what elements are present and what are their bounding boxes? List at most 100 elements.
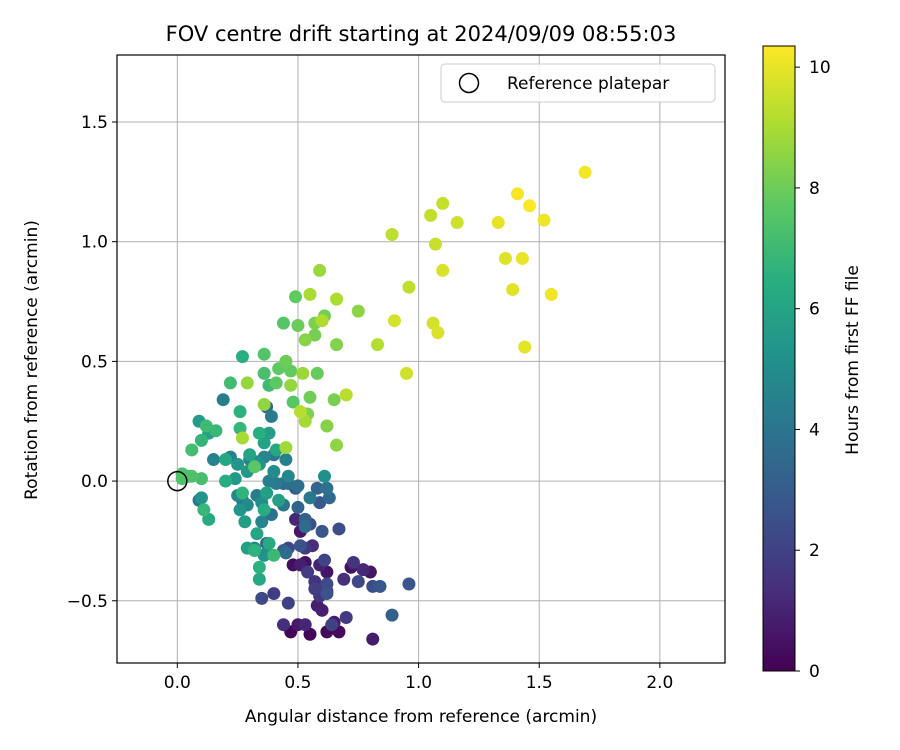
- scatter-point: [544, 287, 558, 301]
- scatter-point: [257, 503, 271, 517]
- scatter-point: [255, 515, 269, 529]
- colorbar-tick-label: 2: [809, 541, 820, 561]
- scatter-point: [269, 376, 283, 390]
- scatter-point: [491, 216, 505, 230]
- scatter-point: [276, 618, 290, 632]
- scatter-point: [303, 627, 317, 641]
- y-axis-ticks: −0.5 0.0 0.5 1.0 1.5: [67, 113, 117, 612]
- scatter-point: [289, 290, 303, 304]
- colorbar-tick-label: 8: [809, 179, 820, 199]
- y-tick-label: 1.5: [81, 113, 108, 133]
- legend-box: [440, 63, 716, 103]
- scatter-point: [298, 333, 312, 347]
- scatter-point: [233, 503, 247, 517]
- x-tick-label: 1.0: [405, 673, 432, 693]
- scatter-point: [320, 419, 334, 433]
- scatter-point: [238, 515, 252, 529]
- scatter-point: [248, 460, 262, 474]
- y-tick-label: −0.5: [67, 592, 108, 612]
- scatter-point: [523, 199, 537, 213]
- scatter-point: [320, 481, 334, 495]
- scatter-point: [252, 426, 266, 440]
- scatter-point: [257, 548, 271, 562]
- scatter-point: [402, 280, 416, 294]
- scatter-point: [511, 187, 525, 201]
- x-tick-label: 0.0: [164, 673, 191, 693]
- scatter-point: [426, 316, 440, 330]
- scatter-point: [301, 565, 315, 579]
- scatter-point: [235, 431, 249, 445]
- scatter-point: [339, 388, 353, 402]
- scatter-point: [267, 465, 281, 479]
- x-axis-ticks: 0.0 0.5 1.0 1.5 2.0: [164, 663, 673, 693]
- scatter-point: [436, 196, 450, 210]
- scatter-point: [279, 453, 293, 467]
- scatter-point: [291, 479, 305, 493]
- scatter-point: [402, 577, 416, 591]
- colorbar-tick-label: 6: [809, 300, 820, 320]
- scatter-point: [436, 263, 450, 277]
- scatter-point: [279, 354, 293, 368]
- scatter-point: [298, 520, 312, 534]
- scatter-point: [296, 366, 310, 380]
- scatter-point: [252, 572, 266, 586]
- scatter-point: [428, 237, 442, 251]
- scatter-point: [313, 496, 327, 510]
- scatter-point: [231, 457, 245, 471]
- scatter-point: [537, 213, 551, 227]
- colorbar: 0 2 4 6 8 10 Hours from first FF file: [762, 45, 863, 682]
- scatter-point: [223, 376, 237, 390]
- colorbar-label: Hours from first FF file: [843, 265, 863, 455]
- scatter-point: [308, 328, 322, 342]
- scatter-point: [310, 481, 324, 495]
- x-tick-label: 2.0: [646, 673, 673, 693]
- scatter-point: [498, 251, 512, 265]
- scatter-point: [257, 436, 271, 450]
- scatter-point: [332, 522, 346, 536]
- scatter-point: [330, 292, 344, 306]
- scatter-point: [284, 378, 298, 392]
- scatter-point: [578, 165, 592, 179]
- scatter-point: [424, 208, 438, 222]
- colorbar-gradient: [762, 45, 796, 672]
- plot-area-frame: [116, 54, 726, 664]
- x-tick-label: 1.5: [526, 673, 553, 693]
- scatter-point: [346, 555, 360, 569]
- scatter-point: [400, 366, 414, 380]
- scatter-point: [257, 366, 271, 380]
- scatter-point: [431, 326, 445, 340]
- scatter-point: [240, 376, 254, 390]
- scatter-point: [303, 390, 317, 404]
- scatter-point: [371, 338, 385, 352]
- scatter-point: [267, 548, 281, 562]
- data-points: [167, 165, 592, 646]
- scatter-point: [291, 318, 305, 332]
- scatter-point: [250, 527, 264, 541]
- colorbar-tick-label: 0: [809, 662, 820, 682]
- reference-platepar-marker: [167, 470, 188, 492]
- scatter-point: [385, 608, 399, 622]
- scatter-point: [197, 503, 211, 517]
- scatter-point: [325, 618, 339, 632]
- reference-marker-icon: [458, 72, 480, 94]
- scatter-point: [235, 350, 249, 364]
- scatter-point: [279, 441, 293, 455]
- colorbar-tick-label: 10: [809, 58, 831, 78]
- scatter-point: [450, 216, 464, 230]
- scatter-point: [515, 251, 529, 265]
- scatter-point: [286, 395, 300, 409]
- scatter-point: [209, 424, 223, 438]
- scatter-point: [387, 314, 401, 328]
- scatter-point: [373, 579, 387, 593]
- scatter-point: [308, 582, 322, 596]
- scatter-point: [252, 560, 266, 574]
- scatter-point: [262, 426, 276, 440]
- scatter-point: [313, 263, 327, 277]
- scatter-point: [385, 228, 399, 242]
- scatter-point: [219, 453, 233, 467]
- scatter-point: [330, 338, 344, 352]
- scatter-point: [262, 474, 276, 488]
- legend-label: Reference platepar: [507, 74, 669, 94]
